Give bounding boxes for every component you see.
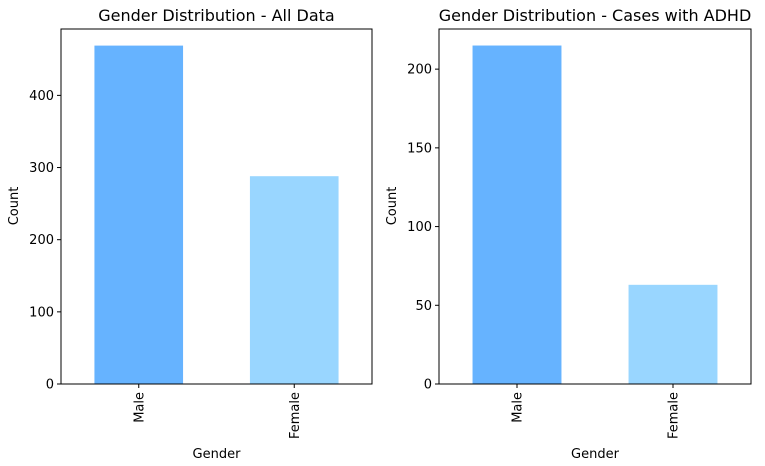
y-axis-label: Count	[7, 187, 22, 226]
chart-title: Gender Distribution - All Data	[98, 6, 334, 25]
y-tick-label: 400	[29, 89, 54, 104]
y-tick-label: 100	[29, 305, 54, 320]
y-tick-label: 0	[46, 378, 54, 393]
x-tick-label: Female	[667, 392, 682, 439]
x-tick-label: Male	[511, 392, 526, 423]
chart-title: Gender Distribution - Cases with ADHD	[439, 6, 752, 25]
x-axis-label: Gender	[193, 447, 242, 462]
y-tick-label: 100	[407, 220, 432, 235]
y-tick-label: 300	[29, 161, 54, 176]
bar-female	[249, 176, 339, 384]
y-axis-label: Count	[385, 187, 400, 226]
y-tick-label: 150	[407, 141, 432, 156]
y-tick-label: 50	[415, 299, 432, 314]
bar-female	[628, 284, 718, 384]
axes-frame	[60, 28, 373, 385]
bar-male	[94, 45, 184, 384]
chart-adhd-cases: Gender Distribution - Cases with ADHD Co…	[385, 6, 752, 462]
y-tick-label: 0	[424, 378, 432, 393]
y-tick-label: 200	[29, 233, 54, 248]
x-axis-label: Gender	[571, 447, 620, 462]
bar-male	[472, 45, 562, 384]
x-tick-label: Female	[288, 392, 303, 439]
y-tick-label: 200	[407, 63, 432, 78]
chart-all-data: Gender Distribution - All Data Count Gen…	[7, 6, 373, 462]
axes-frame	[438, 28, 752, 385]
x-tick-label: Male	[132, 392, 147, 423]
